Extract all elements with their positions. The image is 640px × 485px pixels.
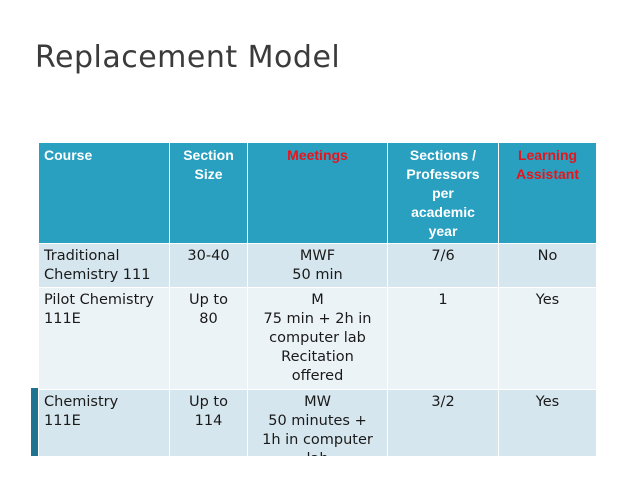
header-sections-line: Professors (406, 166, 480, 182)
cell-sections-professors: 7/6 (387, 243, 499, 288)
header-learning-assistant-line: Learning (517, 147, 578, 163)
header-section-size-line: Size (194, 166, 223, 182)
header-sections-line: Sections / (409, 147, 477, 163)
cell-course: Chemistry 111E (38, 389, 170, 456)
header-sections-line: per (432, 185, 454, 201)
cell-line: 50 minutes + (268, 413, 367, 429)
cell-line: Yes (535, 394, 560, 410)
cell-line: 30-40 (187, 248, 230, 264)
header-section-size: Section Size (169, 142, 248, 244)
cell-line: Chemistry 111 (44, 267, 151, 283)
header-learning-assistant-line: Assistant (515, 166, 580, 182)
cell-line: 75 min + 2h in (263, 311, 372, 327)
slide-title: Replacement Model (35, 40, 341, 75)
header-meetings-text: Meetings (287, 147, 348, 163)
cell-line: offered (291, 368, 344, 384)
cell-meetings: M 75 min + 2h in computer lab Recitation… (247, 287, 388, 390)
cell-line: Pilot Chemistry (44, 292, 154, 308)
cell-line: 80 (199, 311, 218, 327)
header-course: Course (38, 142, 170, 244)
cell-section-size: Up to 80 (169, 287, 248, 390)
table-row: Traditional Chemistry 111 30-40 MWF 50 m… (38, 243, 596, 288)
cell-learning-assistant: Yes (498, 287, 596, 390)
cell-learning-assistant: No (498, 243, 596, 288)
cell-line: 7/6 (431, 248, 455, 264)
cell-course: Pilot Chemistry 111E (38, 287, 170, 390)
cell-line: 111E (44, 413, 81, 429)
cell-line: 1 (438, 292, 448, 308)
table-row: Pilot Chemistry 111E Up to 80 M 75 min +… (38, 287, 596, 390)
comparison-table: Course Section Size Meetings Sections / … (38, 142, 596, 456)
header-sections-professors: Sections / Professors per academic year (387, 142, 499, 244)
cell-learning-assistant: Yes (498, 389, 596, 456)
cell-line: M (311, 292, 324, 308)
cell-line: 3/2 (431, 394, 455, 410)
cell-line: Yes (535, 292, 560, 308)
cell-line: Chemistry (44, 394, 119, 410)
accent-bar (31, 388, 38, 456)
cell-line: MW (304, 394, 331, 410)
cell-line: lab (253, 450, 382, 456)
table-row: Chemistry 111E Up to 114 MW 50 minutes +… (38, 389, 596, 456)
cell-line: No (537, 248, 558, 264)
cell-sections-professors: 1 (387, 287, 499, 390)
cell-line: 1h in computer (262, 432, 373, 448)
cell-line: Recitation (281, 349, 354, 365)
header-sections-line: academic (411, 204, 475, 220)
cell-line: computer lab (269, 330, 366, 346)
cell-line: 111E (44, 311, 81, 327)
header-section-size-line: Section (183, 147, 234, 163)
header-course-text: Course (44, 147, 93, 163)
cell-course: Traditional Chemistry 111 (38, 243, 170, 288)
cell-line: Up to (189, 394, 228, 410)
cell-meetings: MWF 50 min (247, 243, 388, 288)
cell-line: MWF (299, 248, 336, 264)
cell-line: Up to (189, 292, 228, 308)
cell-line: Traditional (44, 248, 120, 264)
cell-sections-professors: 3/2 (387, 389, 499, 456)
comparison-table-container: Course Section Size Meetings Sections / … (38, 142, 596, 456)
cell-line: 114 (194, 413, 223, 429)
header-row: Course Section Size Meetings Sections / … (38, 142, 596, 244)
cell-section-size: 30-40 (169, 243, 248, 288)
cell-section-size: Up to 114 (169, 389, 248, 456)
header-meetings: Meetings (247, 142, 388, 244)
header-sections-line: year (428, 223, 458, 239)
header-learning-assistant: Learning Assistant (498, 142, 596, 244)
cell-line: 50 min (292, 267, 343, 283)
cell-meetings: MW 50 minutes + 1h in computer lab (247, 389, 388, 456)
